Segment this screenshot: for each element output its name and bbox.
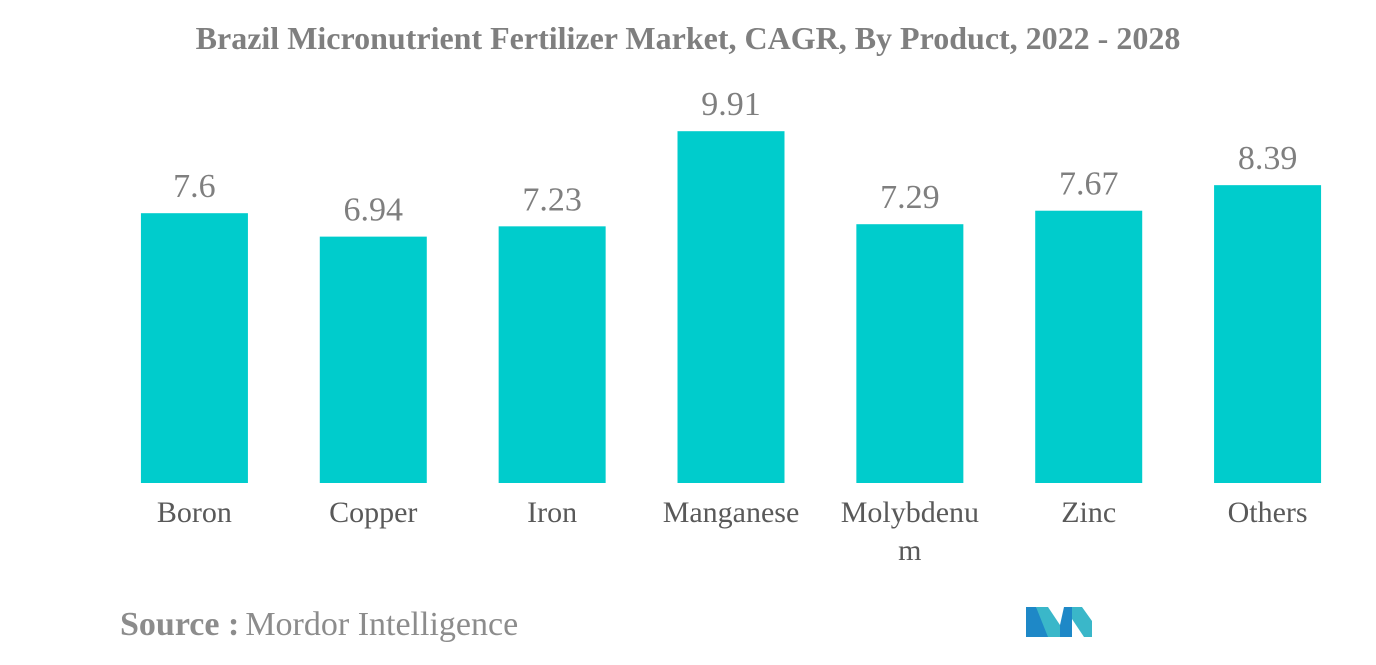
bar-molybdenum xyxy=(856,224,964,483)
value-label-manganese: 9.91 xyxy=(701,86,761,123)
value-label-iron: 7.23 xyxy=(522,181,582,218)
bar-iron xyxy=(498,226,606,483)
category-label-boron: Boron xyxy=(157,496,232,529)
value-label-copper: 6.94 xyxy=(344,192,404,229)
category-label-copper: Copper xyxy=(329,496,417,529)
bar-chart: 7.6 Boron 6.94 Copper 7.23 Iron 9.91 Manganese 7… xyxy=(140,86,1322,567)
bar-boron xyxy=(140,213,248,483)
bar-manganese xyxy=(677,131,785,483)
value-label-zinc: 7.67 xyxy=(1059,166,1119,203)
bar-zinc xyxy=(1035,210,1143,483)
source-note: Source : Mordor Intelligence xyxy=(120,606,518,644)
mordor-intelligence-logo-icon xyxy=(1026,607,1092,637)
value-label-others: 8.39 xyxy=(1238,140,1298,177)
category-label-manganese: Manganese xyxy=(663,496,800,529)
value-label-molybdenum: 7.29 xyxy=(880,179,940,216)
bar-copper xyxy=(319,236,427,483)
chart-title: Brazil Micronutrient Fertilizer Market, … xyxy=(195,20,1181,56)
category-label-zinc: Zinc xyxy=(1061,496,1116,529)
value-label-boron: 7.6 xyxy=(173,168,216,205)
bar-others xyxy=(1214,185,1322,483)
source-label: Source : xyxy=(120,606,240,643)
category-label-molybdenum-line-2: m xyxy=(898,534,921,567)
source-value: Mordor Intelligence xyxy=(245,606,519,643)
category-label-others: Others xyxy=(1228,496,1308,529)
category-label-iron: Iron xyxy=(527,496,577,529)
category-label-molybdenum-line-1: Molybdenu xyxy=(841,496,979,529)
